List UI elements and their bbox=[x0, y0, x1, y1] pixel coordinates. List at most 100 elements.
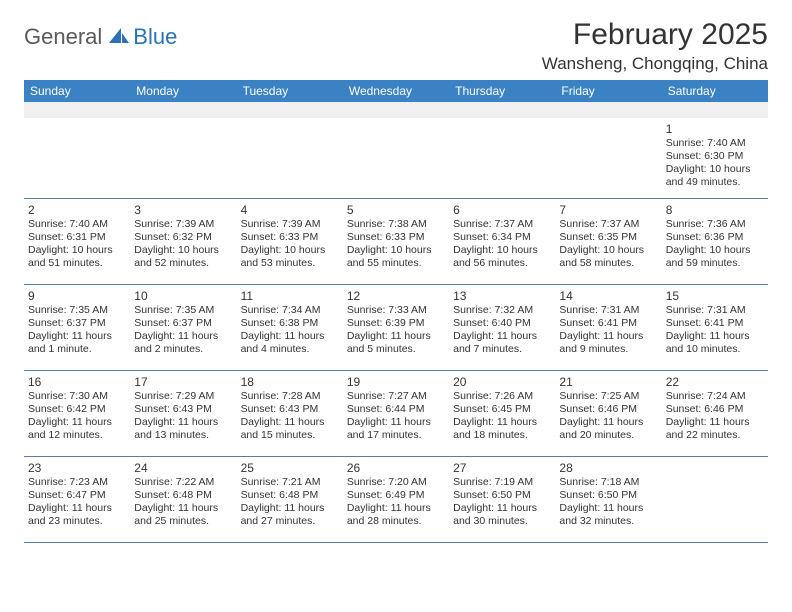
calendar-empty-cell bbox=[24, 102, 130, 198]
daylight-text-1: Daylight: 11 hours bbox=[559, 416, 657, 429]
day-number: 21 bbox=[559, 375, 657, 389]
sunrise-text: Sunrise: 7:39 AM bbox=[134, 218, 232, 231]
daylight-text-1: Daylight: 11 hours bbox=[347, 330, 445, 343]
calendar-day-cell: 9Sunrise: 7:35 AMSunset: 6:37 PMDaylight… bbox=[24, 284, 130, 370]
sunset-text: Sunset: 6:40 PM bbox=[453, 317, 551, 330]
day-number: 28 bbox=[559, 461, 657, 475]
daylight-text-1: Daylight: 10 hours bbox=[559, 244, 657, 257]
sunset-text: Sunset: 6:39 PM bbox=[347, 317, 445, 330]
day-number: 6 bbox=[453, 203, 551, 217]
daylight-text-1: Daylight: 10 hours bbox=[134, 244, 232, 257]
leading-blank-band bbox=[24, 102, 130, 118]
calendar-day-cell: 28Sunrise: 7:18 AMSunset: 6:50 PMDayligh… bbox=[555, 456, 661, 542]
sunset-text: Sunset: 6:38 PM bbox=[241, 317, 339, 330]
daylight-text-1: Daylight: 11 hours bbox=[347, 502, 445, 515]
day-number: 1 bbox=[666, 122, 764, 136]
sunrise-text: Sunrise: 7:35 AM bbox=[28, 304, 126, 317]
sunset-text: Sunset: 6:41 PM bbox=[666, 317, 764, 330]
day-number: 15 bbox=[666, 289, 764, 303]
day-number: 3 bbox=[134, 203, 232, 217]
sunrise-text: Sunrise: 7:31 AM bbox=[666, 304, 764, 317]
daylight-text-2: and 22 minutes. bbox=[666, 429, 764, 442]
logo: General Blue bbox=[24, 24, 177, 50]
calendar-empty-cell bbox=[662, 456, 768, 542]
calendar-week-row: 2Sunrise: 7:40 AMSunset: 6:31 PMDaylight… bbox=[24, 198, 768, 284]
sunrise-text: Sunrise: 7:32 AM bbox=[453, 304, 551, 317]
sunset-text: Sunset: 6:44 PM bbox=[347, 403, 445, 416]
day-number: 5 bbox=[347, 203, 445, 217]
sunrise-text: Sunrise: 7:38 AM bbox=[347, 218, 445, 231]
sunset-text: Sunset: 6:46 PM bbox=[559, 403, 657, 416]
calendar-day-cell: 18Sunrise: 7:28 AMSunset: 6:43 PMDayligh… bbox=[237, 370, 343, 456]
daylight-text-2: and 9 minutes. bbox=[559, 343, 657, 356]
sunrise-text: Sunrise: 7:37 AM bbox=[559, 218, 657, 231]
daylight-text-2: and 5 minutes. bbox=[347, 343, 445, 356]
sunrise-text: Sunrise: 7:31 AM bbox=[559, 304, 657, 317]
daylight-text-1: Daylight: 10 hours bbox=[666, 163, 764, 176]
sunset-text: Sunset: 6:49 PM bbox=[347, 489, 445, 502]
calendar-day-cell: 5Sunrise: 7:38 AMSunset: 6:33 PMDaylight… bbox=[343, 198, 449, 284]
daylight-text-2: and 28 minutes. bbox=[347, 515, 445, 528]
daylight-text-2: and 10 minutes. bbox=[666, 343, 764, 356]
daylight-text-2: and 32 minutes. bbox=[559, 515, 657, 528]
daylight-text-2: and 17 minutes. bbox=[347, 429, 445, 442]
weekday-header: Monday bbox=[130, 80, 236, 102]
calendar-empty-cell bbox=[449, 102, 555, 198]
calendar-day-cell: 7Sunrise: 7:37 AMSunset: 6:35 PMDaylight… bbox=[555, 198, 661, 284]
sunset-text: Sunset: 6:45 PM bbox=[453, 403, 551, 416]
sunset-text: Sunset: 6:32 PM bbox=[134, 231, 232, 244]
weekday-header: Sunday bbox=[24, 80, 130, 102]
calendar-day-cell: 12Sunrise: 7:33 AMSunset: 6:39 PMDayligh… bbox=[343, 284, 449, 370]
sunrise-text: Sunrise: 7:18 AM bbox=[559, 476, 657, 489]
sunset-text: Sunset: 6:48 PM bbox=[241, 489, 339, 502]
logo-text-general: General bbox=[24, 24, 102, 50]
header: General Blue February 2025 Wansheng, Cho… bbox=[24, 18, 768, 74]
calendar-day-cell: 1Sunrise: 7:40 AMSunset: 6:30 PMDaylight… bbox=[662, 102, 768, 198]
daylight-text-1: Daylight: 11 hours bbox=[666, 416, 764, 429]
calendar-week-row: 9Sunrise: 7:35 AMSunset: 6:37 PMDaylight… bbox=[24, 284, 768, 370]
daylight-text-2: and 30 minutes. bbox=[453, 515, 551, 528]
leading-blank-band bbox=[237, 102, 343, 118]
daylight-text-1: Daylight: 11 hours bbox=[559, 330, 657, 343]
calendar-day-cell: 24Sunrise: 7:22 AMSunset: 6:48 PMDayligh… bbox=[130, 456, 236, 542]
daylight-text-1: Daylight: 11 hours bbox=[134, 330, 232, 343]
sunset-text: Sunset: 6:42 PM bbox=[28, 403, 126, 416]
calendar-day-cell: 27Sunrise: 7:19 AMSunset: 6:50 PMDayligh… bbox=[449, 456, 555, 542]
daylight-text-1: Daylight: 11 hours bbox=[28, 330, 126, 343]
daylight-text-2: and 20 minutes. bbox=[559, 429, 657, 442]
calendar-week-row: 16Sunrise: 7:30 AMSunset: 6:42 PMDayligh… bbox=[24, 370, 768, 456]
sunset-text: Sunset: 6:43 PM bbox=[241, 403, 339, 416]
sunset-text: Sunset: 6:31 PM bbox=[28, 231, 126, 244]
calendar-day-cell: 21Sunrise: 7:25 AMSunset: 6:46 PMDayligh… bbox=[555, 370, 661, 456]
day-number: 17 bbox=[134, 375, 232, 389]
calendar-day-cell: 4Sunrise: 7:39 AMSunset: 6:33 PMDaylight… bbox=[237, 198, 343, 284]
sunset-text: Sunset: 6:48 PM bbox=[134, 489, 232, 502]
calendar-day-cell: 17Sunrise: 7:29 AMSunset: 6:43 PMDayligh… bbox=[130, 370, 236, 456]
sunrise-text: Sunrise: 7:34 AM bbox=[241, 304, 339, 317]
sunset-text: Sunset: 6:46 PM bbox=[666, 403, 764, 416]
daylight-text-2: and 49 minutes. bbox=[666, 176, 764, 189]
calendar-day-cell: 15Sunrise: 7:31 AMSunset: 6:41 PMDayligh… bbox=[662, 284, 768, 370]
daylight-text-1: Daylight: 11 hours bbox=[241, 502, 339, 515]
daylight-text-2: and 23 minutes. bbox=[28, 515, 126, 528]
day-number: 10 bbox=[134, 289, 232, 303]
sunset-text: Sunset: 6:50 PM bbox=[453, 489, 551, 502]
day-number: 26 bbox=[347, 461, 445, 475]
day-number: 24 bbox=[134, 461, 232, 475]
day-number: 19 bbox=[347, 375, 445, 389]
day-number: 7 bbox=[559, 203, 657, 217]
calendar-day-cell: 19Sunrise: 7:27 AMSunset: 6:44 PMDayligh… bbox=[343, 370, 449, 456]
sunset-text: Sunset: 6:43 PM bbox=[134, 403, 232, 416]
sunrise-text: Sunrise: 7:20 AM bbox=[347, 476, 445, 489]
calendar-day-cell: 6Sunrise: 7:37 AMSunset: 6:34 PMDaylight… bbox=[449, 198, 555, 284]
day-number: 27 bbox=[453, 461, 551, 475]
sunset-text: Sunset: 6:33 PM bbox=[347, 231, 445, 244]
daylight-text-1: Daylight: 10 hours bbox=[28, 244, 126, 257]
sunset-text: Sunset: 6:37 PM bbox=[134, 317, 232, 330]
day-number: 11 bbox=[241, 289, 339, 303]
daylight-text-2: and 52 minutes. bbox=[134, 257, 232, 270]
sunset-text: Sunset: 6:36 PM bbox=[666, 231, 764, 244]
daylight-text-1: Daylight: 11 hours bbox=[28, 416, 126, 429]
sunset-text: Sunset: 6:34 PM bbox=[453, 231, 551, 244]
calendar-day-cell: 22Sunrise: 7:24 AMSunset: 6:46 PMDayligh… bbox=[662, 370, 768, 456]
